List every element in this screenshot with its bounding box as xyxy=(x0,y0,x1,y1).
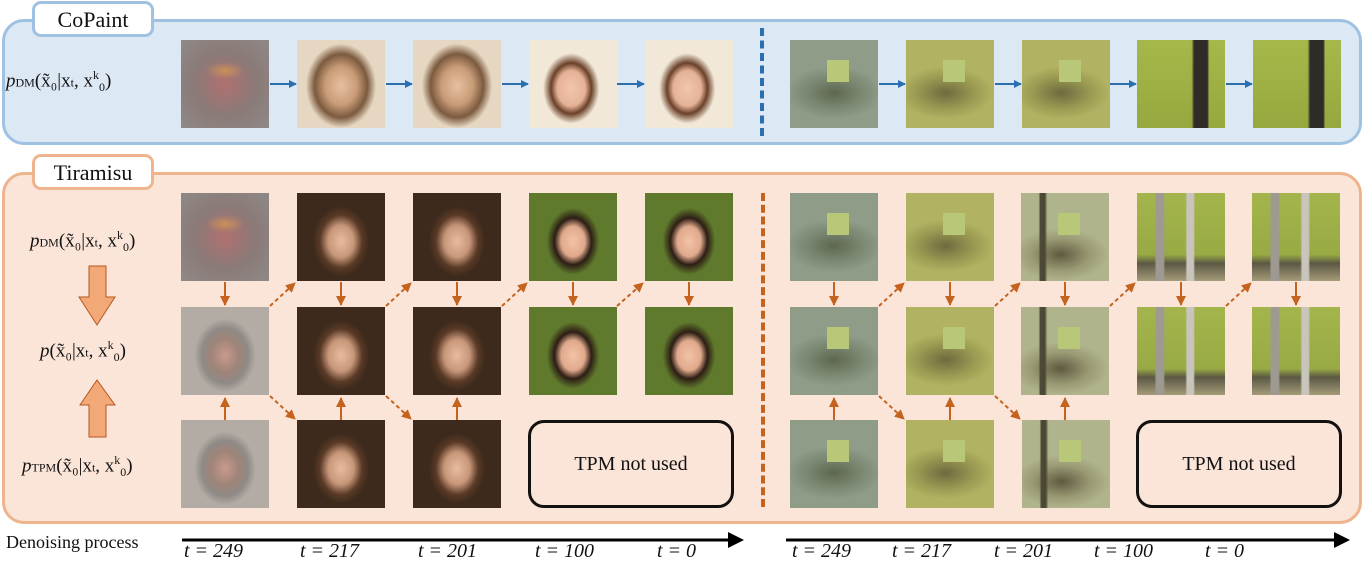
tick-right-5: t = 0 xyxy=(1205,540,1245,562)
tiramisu-ostrich-tpm-2 xyxy=(906,420,994,508)
tiramisu-ostrich-dm-1 xyxy=(790,193,878,281)
tiramisu-face-dm-1 xyxy=(181,193,269,281)
tiramisu-ostrich-dm-4 xyxy=(1137,193,1225,281)
tick-left-5: t = 0 xyxy=(657,540,697,562)
tiramisu-ostrich-comb-3 xyxy=(1021,307,1109,395)
tick-right-2: t = 217 xyxy=(892,540,952,562)
tiramisu-face-comb-3 xyxy=(413,307,501,395)
tiramisu-face-comb-4 xyxy=(529,307,617,395)
tick-right-1: t = 249 xyxy=(792,540,852,562)
tiramisu-face-dm-3 xyxy=(413,193,501,281)
tiramisu-divider xyxy=(761,193,765,507)
tiramisu-face-dm-4 xyxy=(529,193,617,281)
tiramisu-combined-formula: p(x̃₀|xt, xk0) xyxy=(40,338,126,365)
tiramisu-ostrich-tpm-3 xyxy=(1022,420,1110,508)
tiramisu-ostrich-comb-4 xyxy=(1137,307,1225,395)
tiramisu-ostrich-dm-2 xyxy=(906,193,994,281)
copaint-face-step-3 xyxy=(413,40,501,128)
tpm-not-used-box-faces: TPM not used xyxy=(528,420,734,508)
copaint-ostrich-step-5 xyxy=(1253,40,1341,128)
tiramisu-tpm-formula: pTPM(x̃₀|xt, xk0) xyxy=(22,453,133,480)
tiramisu-face-comb-5 xyxy=(645,307,733,395)
copaint-formula: pDM(x̃₀|xt, xk0) xyxy=(6,68,112,95)
tiramisu-ostrich-tpm-1 xyxy=(790,420,878,508)
tpm-not-used-box-ostrich: TPM not used xyxy=(1136,420,1342,508)
copaint-face-step-1 xyxy=(181,40,269,128)
tiramisu-face-tpm-1 xyxy=(181,420,269,508)
tiramisu-ostrich-comb-2 xyxy=(906,307,994,395)
tiramisu-face-dm-2 xyxy=(297,193,385,281)
tiramisu-face-dm-5 xyxy=(645,193,733,281)
denoising-process-label: Denoising process xyxy=(6,532,139,552)
tick-left-1: t = 249 xyxy=(184,540,244,562)
copaint-title: CoPaint xyxy=(32,1,154,37)
tiramisu-face-comb-1 xyxy=(181,307,269,395)
tiramisu-face-comb-2 xyxy=(297,307,385,395)
tiramisu-ostrich-dm-3 xyxy=(1021,193,1109,281)
copaint-ostrich-step-3 xyxy=(1022,40,1110,128)
tick-left-2: t = 217 xyxy=(300,540,360,562)
tick-right-3: t = 201 xyxy=(994,540,1054,562)
tiramisu-title: Tiramisu xyxy=(32,154,154,190)
tick-left-3: t = 201 xyxy=(418,540,478,562)
tiramisu-ostrich-comb-5 xyxy=(1252,307,1340,395)
copaint-face-step-4 xyxy=(529,40,617,128)
copaint-ostrich-step-1 xyxy=(790,40,878,128)
copaint-face-step-5 xyxy=(645,40,733,128)
copaint-ostrich-step-4 xyxy=(1137,40,1225,128)
tiramisu-face-tpm-3 xyxy=(413,420,501,508)
copaint-face-step-2 xyxy=(297,40,385,128)
tiramisu-ostrich-dm-5 xyxy=(1252,193,1340,281)
tiramisu-face-tpm-2 xyxy=(297,420,385,508)
tiramisu-dm-formula: pDM(x̃₀|xt, xk0) xyxy=(30,228,136,255)
tick-right-4: t = 100 xyxy=(1094,540,1154,562)
copaint-ostrich-step-2 xyxy=(906,40,994,128)
copaint-divider xyxy=(760,28,764,136)
tiramisu-ostrich-comb-1 xyxy=(790,307,878,395)
tick-left-4: t = 100 xyxy=(535,540,595,562)
